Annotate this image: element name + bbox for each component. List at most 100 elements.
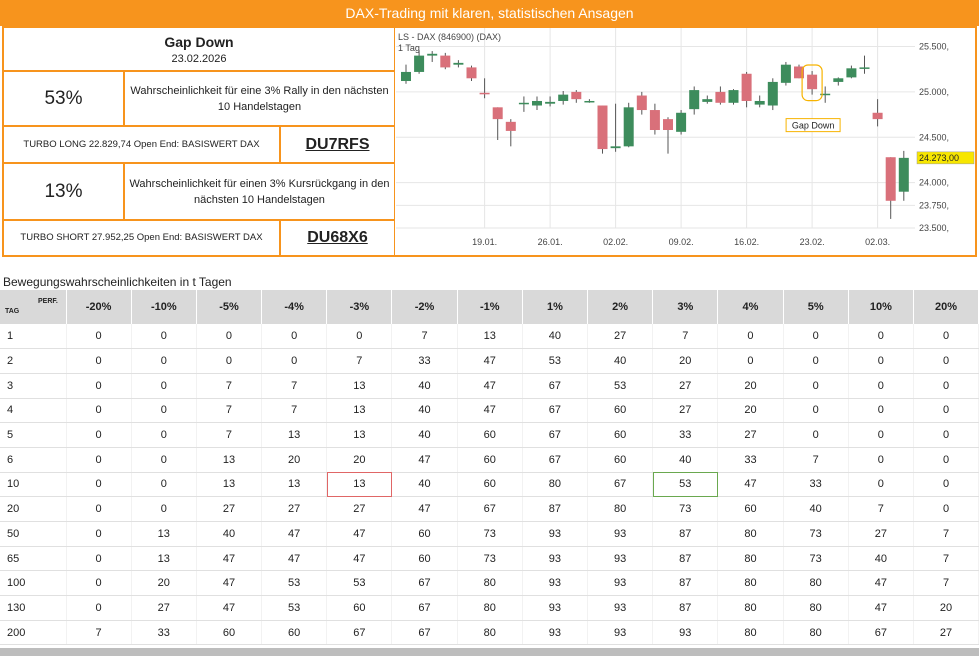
row-day: 3: [0, 373, 67, 399]
table-cell: 93: [522, 570, 589, 597]
table-row: 50 0 13 40 47 47 60 73 93 93 87 80 73 27 7: [0, 521, 979, 547]
table-cell: 0: [261, 324, 328, 350]
table-cell: 7: [66, 620, 132, 646]
table-cell: 87: [652, 546, 719, 572]
table-cell: 0: [848, 324, 914, 350]
table-cell: 53: [652, 472, 719, 498]
table-cell: 7: [196, 422, 263, 448]
table-cell: 47: [196, 595, 263, 621]
table-cell: 0: [717, 348, 784, 374]
table-cell: 0: [66, 496, 132, 522]
row-day: 6: [0, 447, 67, 473]
table-cell: 0: [913, 496, 979, 522]
table-cell: 0: [848, 398, 914, 424]
table-cell: 80: [717, 570, 784, 597]
candle-body: [636, 95, 647, 111]
page-banner: DAX-Trading mit klaren, statistischen An…: [0, 0, 979, 26]
candle-body: [833, 78, 844, 82]
y-tick-label: 23.750,: [919, 200, 949, 210]
table-cell: 40: [783, 496, 849, 522]
table-cell: 7: [391, 324, 458, 350]
table-cell: 67: [457, 496, 523, 522]
table-cell: 0: [66, 546, 132, 572]
table-cell: 67: [522, 373, 589, 399]
table-cell: 60: [587, 398, 654, 424]
table-cell: 7: [261, 398, 328, 424]
chart-title: LS - DAX (846900) (DAX): [398, 32, 501, 42]
table-cell: 93: [652, 620, 719, 646]
last-price-label: 24.273,00: [919, 153, 959, 163]
table-cell: 0: [131, 324, 197, 350]
table-cell: 87: [652, 570, 719, 597]
row-day: 100: [0, 570, 67, 597]
y-tick-label: 24.500,: [919, 132, 949, 142]
table-cell: 80: [457, 570, 523, 597]
candle-body: [610, 146, 621, 149]
table-cell: 40: [391, 398, 458, 424]
candle-body: [505, 121, 516, 131]
candle-body: [663, 119, 673, 131]
table-cell: 20: [913, 595, 979, 621]
candle-body: [885, 157, 896, 201]
table-cell: 20: [131, 570, 197, 597]
column-header: -5%: [196, 290, 263, 324]
dax-candlestick-chart: LS - DAX (846900) (DAX)1 Tag Gap Down 25.5…: [396, 28, 975, 247]
row-day: 10: [0, 472, 67, 498]
table-cell: 0: [848, 348, 914, 374]
table-cell: 27: [196, 496, 263, 522]
column-header: -3%: [326, 290, 393, 324]
perf-label: PERF.: [38, 298, 58, 305]
table-cell: 93: [522, 620, 589, 646]
table-cell: 0: [66, 570, 132, 597]
tag-label: TAG: [5, 308, 20, 315]
table-cell: 67: [587, 472, 654, 498]
table-row: 100 0 20 47 53 53 67 80 93 93 87 80 80 47 7: [0, 570, 979, 597]
table-cell: 33: [391, 348, 458, 374]
probability-section-title: Bewegungswahrscheinlichkeiten in t Tagen: [3, 275, 232, 289]
table-cell: 60: [587, 447, 654, 473]
table-cell: 27: [326, 496, 393, 522]
candle-body: [440, 55, 451, 68]
table-cell: 53: [522, 348, 589, 374]
column-header: 20%: [913, 290, 979, 324]
candle-body: [597, 105, 608, 150]
table-cell: 80: [783, 570, 849, 597]
table-cell: 80: [783, 620, 849, 646]
table-cell: 60: [391, 546, 458, 572]
table-cell: 73: [783, 546, 849, 572]
table-cell: 67: [391, 570, 458, 597]
table-cell: 13: [261, 472, 328, 498]
table-cell: 47: [717, 472, 784, 498]
table-cell: 0: [848, 422, 914, 448]
table-cell: 0: [66, 472, 132, 498]
turbo-short-code[interactable]: DU68X6: [280, 220, 395, 255]
table-cell: 60: [326, 595, 393, 621]
table-cell: 40: [587, 348, 654, 374]
candle-body: [872, 112, 883, 120]
x-tick-label: 02.03.: [865, 237, 890, 247]
table-cell: 0: [717, 324, 784, 350]
table-cell: 80: [717, 546, 784, 572]
signal-date: 23.02.2026: [171, 52, 227, 65]
table-cell: 0: [66, 521, 132, 547]
table-cell: 7: [913, 546, 979, 572]
column-header: -4%: [261, 290, 328, 324]
table-cell: 0: [66, 398, 132, 424]
turbo-long-code[interactable]: DU7RFS: [280, 126, 395, 163]
table-cell: 73: [457, 521, 523, 547]
table-cell: 0: [783, 373, 849, 399]
table-cell: 7: [196, 398, 263, 424]
table-cell: 13: [196, 447, 263, 473]
table-cell: 40: [522, 324, 589, 350]
candle-body: [728, 90, 739, 103]
table-cell: 47: [196, 546, 263, 572]
column-header: -10%: [131, 290, 197, 324]
candle-body: [754, 100, 765, 105]
candle-body: [545, 101, 556, 104]
column-header: 4%: [717, 290, 784, 324]
table-cell: 87: [522, 496, 589, 522]
table-cell: 13: [131, 546, 197, 572]
candle-body: [649, 110, 660, 131]
table-cell: 80: [522, 472, 589, 498]
table-cell: 7: [196, 373, 263, 399]
